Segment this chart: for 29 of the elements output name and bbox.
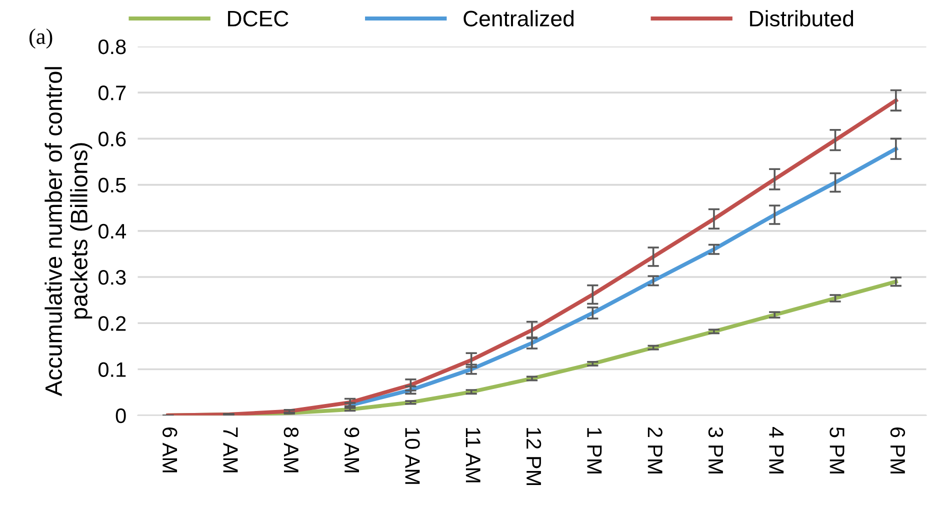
line-series — [166, 98, 898, 416]
x-tick-label: 9 AM — [344, 427, 360, 472]
x-tick-label: 5 PM — [830, 427, 844, 474]
y-axis-title: Accumulative number of control packets (Billions) — [44, 67, 92, 396]
x-tick-label: 2 PM — [648, 428, 662, 474]
y-tick-label: 0.8 — [98, 39, 126, 54]
y-tick-label: 0 — [116, 408, 126, 424]
y-tick-label: 0.6 — [98, 132, 126, 146]
legend-label: Centralized — [464, 10, 574, 26]
y-tick-label: 0.4 — [98, 224, 126, 239]
x-tick-label: 8 AM — [284, 427, 299, 472]
x-tick-label: 12 PM — [526, 428, 542, 485]
x-tick-label: 10 AM — [405, 428, 420, 484]
legend-label: Distributed — [750, 10, 854, 26]
x-tick-label: 6 AM — [162, 428, 178, 472]
line-series — [348, 146, 898, 408]
x-tick-label: 4 PM — [769, 426, 784, 474]
y-tick-label: 0.3 — [98, 270, 126, 285]
text: (a) — [29, 28, 52, 49]
y-tick-label: 0.5 — [98, 178, 126, 193]
x-tick-label: 7 AM — [223, 428, 238, 472]
y-tick-label: 0.1 — [98, 362, 126, 378]
y-tick-label: 0.2 — [98, 316, 126, 331]
x-tick-label: 6 PM — [890, 428, 906, 474]
legend-label: DCEC — [228, 10, 288, 26]
x-tick-label: 3 PM — [708, 427, 724, 474]
x-tick-label: 11 AM — [466, 428, 480, 482]
x-tick-label: 1 PM — [587, 428, 602, 474]
y-tick-label: 0.7 — [98, 86, 126, 100]
